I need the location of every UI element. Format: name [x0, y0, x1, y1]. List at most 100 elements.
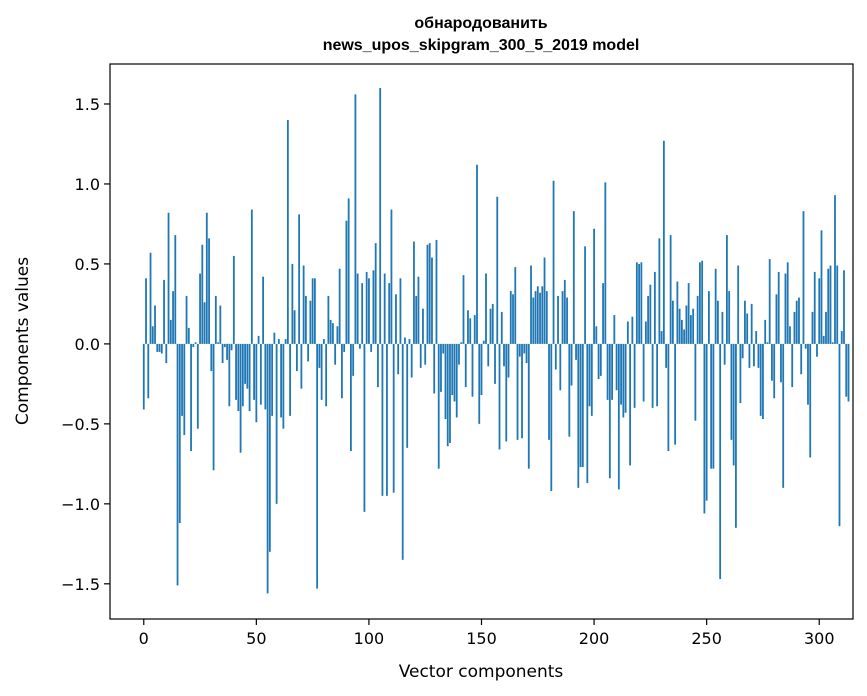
bar-105 — [379, 87, 382, 344]
bar-285 — [784, 273, 787, 344]
bar-226 — [651, 343, 654, 408]
bar-118 — [408, 339, 411, 344]
bar-86 — [336, 326, 339, 344]
bar-30 — [210, 343, 213, 372]
bar-259 — [726, 235, 728, 344]
bar-229 — [658, 238, 661, 344]
bar-171 — [527, 343, 530, 469]
bar-162 — [507, 343, 510, 378]
bar-203 — [599, 343, 602, 376]
y-tick-label-3: 0.0 — [75, 335, 100, 354]
bar-32 — [214, 295, 217, 344]
bar-222 — [642, 343, 645, 402]
bar-144 — [467, 310, 469, 344]
bar-116 — [404, 337, 406, 344]
bar-306 — [831, 342, 834, 344]
bar-311 — [843, 270, 845, 344]
bar-122 — [417, 276, 420, 344]
bar-11 — [167, 212, 170, 344]
bar-15 — [176, 343, 179, 586]
bar-275 — [762, 343, 764, 420]
bar-145 — [469, 318, 472, 344]
bar-249 — [703, 343, 706, 514]
bar-254 — [714, 268, 717, 344]
bar-296 — [809, 343, 812, 458]
bar-100 — [368, 278, 370, 344]
y-tick-label-6: 1.5 — [75, 95, 100, 114]
bar-297 — [811, 311, 814, 344]
bar-272 — [755, 331, 758, 344]
bar-4 — [151, 326, 154, 344]
bar-146 — [471, 343, 474, 397]
bar-220 — [638, 263, 641, 344]
bar-136 — [449, 343, 451, 444]
bar-22 — [192, 343, 195, 348]
bar-313 — [847, 343, 850, 402]
bar-140 — [458, 343, 460, 365]
bar-56 — [268, 343, 271, 552]
bar-274 — [759, 343, 762, 416]
bar-288 — [791, 343, 794, 388]
bar-167 — [518, 343, 521, 357]
bar-263 — [735, 343, 737, 528]
bar-310 — [840, 331, 843, 344]
bar-240 — [683, 329, 686, 344]
bar-190 — [570, 343, 573, 386]
bar-60 — [277, 339, 280, 344]
bar-17 — [181, 343, 183, 416]
bar-267 — [744, 300, 746, 344]
bar-68 — [295, 343, 298, 372]
bar-197 — [586, 343, 589, 484]
bar-91 — [347, 198, 350, 344]
bar-46 — [246, 343, 249, 389]
bar-235 — [671, 300, 674, 344]
bar-87 — [338, 268, 341, 344]
bar-159 — [500, 311, 503, 344]
bar-111 — [392, 343, 395, 493]
bar-84 — [332, 323, 334, 344]
bar-77 — [316, 343, 319, 589]
bar-266 — [741, 343, 744, 359]
bar-24 — [196, 343, 199, 429]
bar-188 — [566, 297, 568, 344]
bar-293 — [802, 211, 805, 344]
bar-132 — [440, 343, 442, 392]
bar-287 — [789, 326, 791, 344]
bar-302 — [822, 335, 825, 344]
bar-260 — [728, 291, 731, 344]
bar-79 — [320, 343, 323, 400]
bar-58 — [273, 332, 276, 344]
bar-83 — [329, 319, 332, 344]
bar-175 — [536, 286, 539, 344]
x-axis-label: Vector components — [399, 662, 564, 682]
bar-52 — [259, 343, 262, 405]
bar-305 — [829, 265, 832, 344]
bar-200 — [593, 228, 595, 344]
bar-232 — [665, 343, 668, 368]
bar-268 — [746, 313, 749, 344]
bar-243 — [689, 315, 692, 344]
bar-237 — [676, 281, 679, 344]
bar-143 — [464, 343, 467, 388]
bar-9 — [163, 279, 165, 344]
bar-31 — [212, 343, 215, 471]
bar-98 — [363, 343, 366, 512]
bar-294 — [804, 343, 807, 349]
bar-233 — [667, 343, 670, 452]
bar-199 — [590, 343, 593, 416]
bar-107 — [383, 273, 386, 344]
bar-309 — [838, 343, 841, 527]
bar-269 — [748, 343, 751, 368]
bar-279 — [771, 343, 773, 381]
bar-16 — [178, 343, 181, 524]
bar-152 — [485, 273, 487, 344]
bar-19 — [185, 295, 188, 344]
bar-273 — [757, 343, 760, 368]
bar-44 — [241, 343, 244, 407]
bar-76 — [313, 278, 316, 344]
bar-63 — [284, 339, 287, 344]
bar-37 — [226, 343, 228, 360]
bar-174 — [534, 291, 537, 344]
bar-101 — [370, 343, 373, 352]
